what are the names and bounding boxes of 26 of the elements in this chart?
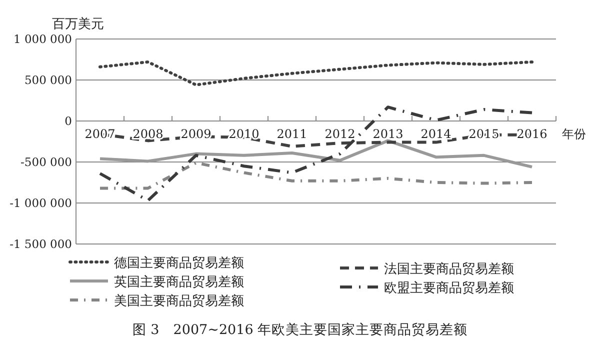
x-tick-label: 2015 bbox=[468, 127, 500, 141]
y-tick-label: -1 000 000 bbox=[10, 196, 72, 210]
x-tick-label: 2008 bbox=[132, 127, 164, 141]
line-series bbox=[98, 139, 534, 168]
y-tick-label: 1 000 000 bbox=[13, 32, 72, 46]
x-tick-label: 2011 bbox=[276, 127, 308, 141]
y-axis-title: 百万美元 bbox=[52, 16, 104, 32]
x-tick-label: 2007 bbox=[84, 127, 116, 141]
x-tick-label: 2010 bbox=[228, 127, 260, 141]
x-axis-title: 年份 bbox=[562, 127, 586, 141]
legend-label: 欧盟主要商品贸易差额 bbox=[384, 280, 514, 296]
legend-label: 德国主要商品贸易差额 bbox=[114, 255, 244, 271]
legend-label: 美国主要商品贸易差额 bbox=[114, 293, 244, 309]
x-tick-label: 2016 bbox=[516, 127, 548, 141]
legend-label: 法国主要商品贸易差额 bbox=[384, 261, 514, 277]
y-tick-label: 0 bbox=[64, 114, 72, 128]
x-tick-label: 2013 bbox=[372, 127, 404, 141]
y-tick-label: -500 000 bbox=[20, 155, 72, 169]
y-tick-label: 500 000 bbox=[24, 73, 72, 87]
y-tick-label: -1 500 000 bbox=[10, 237, 72, 251]
x-tick-label: 2014 bbox=[420, 127, 452, 141]
text: 图 3 2007~2016 年欧美主要国家主要商品贸易差额 bbox=[132, 322, 468, 338]
x-tick-label: 2012 bbox=[324, 127, 356, 141]
legend-label: 英国主要商品贸易差额 bbox=[114, 274, 244, 290]
x-tick-label: 2009 bbox=[180, 127, 212, 141]
line-series bbox=[98, 60, 534, 86]
